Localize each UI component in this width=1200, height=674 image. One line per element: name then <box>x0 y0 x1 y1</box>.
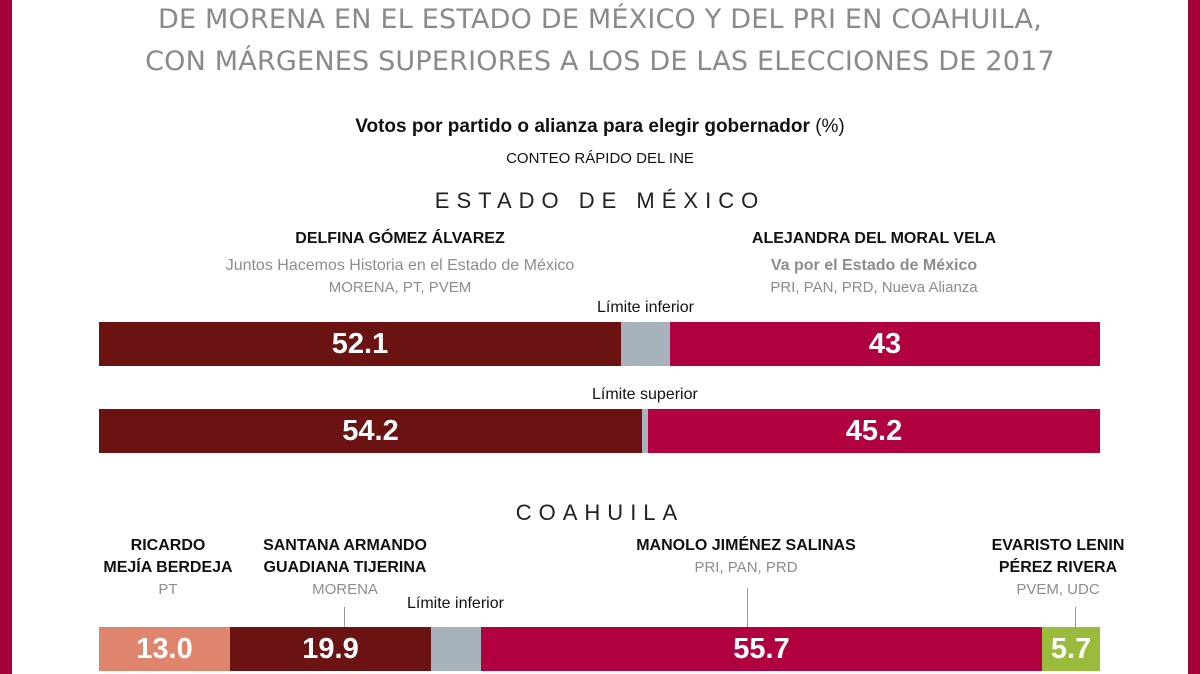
data-label: 13.0 <box>136 632 193 665</box>
bar-label-lower: Límite inferior <box>597 299 694 316</box>
candidate-name-line-1: EVARISTO LENIN <box>991 537 1125 554</box>
candidate-parties: PRI, PAN, PRD <box>694 559 798 576</box>
bar-segment-ricardo-mejia-berdeja: 13.0 <box>99 627 230 671</box>
subtitle-unit: (%) <box>815 116 845 137</box>
bar-label-upper: Límite superior <box>592 386 698 403</box>
candidate-name-line-1: SANTANA ARMANDO <box>263 537 427 554</box>
bar-label-lower: Límite inferior <box>407 595 504 612</box>
section-title-coahuila: COAHUILA <box>515 500 685 525</box>
candidate-alliance: Va por el Estado de México <box>770 257 978 274</box>
coahuila-bar-lower: 13.0 19.9 55.7 5.7 <box>99 627 1100 671</box>
coahuila-candidate-morena: SANTANA ARMANDO GUADIANA TIJERINA MORENA <box>245 535 445 601</box>
candidate-name-line-2: GUADIANA TIJERINA <box>263 559 427 576</box>
data-label: 52.1 <box>331 327 389 360</box>
candidate-alliance: Juntos Hacemos Historia en el Estado de … <box>225 257 575 274</box>
leader-line-pvem <box>1075 607 1076 629</box>
data-source: CONTEO RÁPIDO DEL INE <box>506 150 694 167</box>
chart-subtitle: Votos por partido o alianza para elegir … <box>12 116 1188 138</box>
edomex-bar-lower: 52.1 43 <box>99 322 1100 366</box>
candidate-name-line-2: MEJÍA BERDEJA <box>103 559 233 576</box>
subtitle-text: Votos por partido o alianza para elegir … <box>355 116 810 137</box>
candidate-parties: MORENA, PT, PVEM <box>328 279 472 296</box>
data-label: 55.7 <box>733 632 790 665</box>
leader-line-morena <box>344 607 345 629</box>
coahuila-candidate-pt: RICARDO MEJÍA BERDEJA PT <box>98 535 238 601</box>
headline-line-1: DE MORENA EN EL ESTADO DE MÉXICO Y DEL P… <box>157 4 1043 35</box>
bar-segment-evaristo-lenin-perez-rivera: 5.7 <box>1042 627 1100 671</box>
edomex-left-candidate: DELFINA GÓMEZ ÁLVAREZ Juntos Hacemos His… <box>150 228 650 299</box>
infographic-card: DE MORENA EN EL ESTADO DE MÉXICO Y DEL P… <box>12 0 1188 674</box>
candidate-name-line-2: PÉREZ RIVERA <box>998 559 1118 576</box>
bar-segment-remainder <box>621 322 670 366</box>
candidate-parties: PRI, PAN, PRD, Nueva Alianza <box>770 279 978 296</box>
data-label: 45.2 <box>845 414 903 447</box>
leader-line-pri <box>747 588 748 629</box>
coahuila-candidate-pvem: EVARISTO LENIN PÉREZ RIVERA PVEM, UDC <box>958 535 1158 601</box>
edomex-bar-upper: 54.2 45.2 <box>99 409 1100 453</box>
headline-line-2: CON MÁRGENES SUPERIORES A LOS DE LAS ELE… <box>145 46 1055 77</box>
candidate-parties: MORENA <box>312 581 378 598</box>
bar-segment-alejandra-del-moral-vela: 45.2 <box>648 409 1100 453</box>
candidate-parties: PVEM, UDC <box>1016 581 1100 598</box>
candidate-parties: PT <box>158 581 178 598</box>
data-label: 19.9 <box>302 632 359 665</box>
candidate-name-line-1: RICARDO <box>130 537 206 554</box>
bar-segment-manolo-jimenez-salinas: 55.7 <box>481 627 1042 671</box>
candidate-name-line-1: MANOLO JIMÉNEZ SALINAS <box>636 537 856 554</box>
edomex-right-candidate: ALEJANDRA DEL MORAL VELA Va por el Estad… <box>624 228 1124 299</box>
bar-segment-remainder <box>642 409 648 453</box>
bar-segment-alejandra-del-moral-vela: 43 <box>670 322 1100 366</box>
candidate-name: DELFINA GÓMEZ ÁLVAREZ <box>295 230 505 247</box>
bar-segment-delfina-gomez-alvarez: 52.1 <box>99 322 621 366</box>
bar-segment-delfina-gomez-alvarez: 54.2 <box>99 409 642 453</box>
data-label: 54.2 <box>342 414 399 447</box>
data-label: 5.7 <box>1050 632 1092 665</box>
data-label: 43 <box>868 327 902 360</box>
candidate-name: ALEJANDRA DEL MORAL VELA <box>751 230 997 247</box>
section-title-edomex: ESTADO DE MÉXICO <box>434 188 766 213</box>
coahuila-candidate-pri: MANOLO JIMÉNEZ SALINAS PRI, PAN, PRD <box>596 535 896 579</box>
bar-segment-remainder <box>431 627 481 671</box>
bar-segment-santana-armando-guadiana-tijerina: 19.9 <box>230 627 431 671</box>
